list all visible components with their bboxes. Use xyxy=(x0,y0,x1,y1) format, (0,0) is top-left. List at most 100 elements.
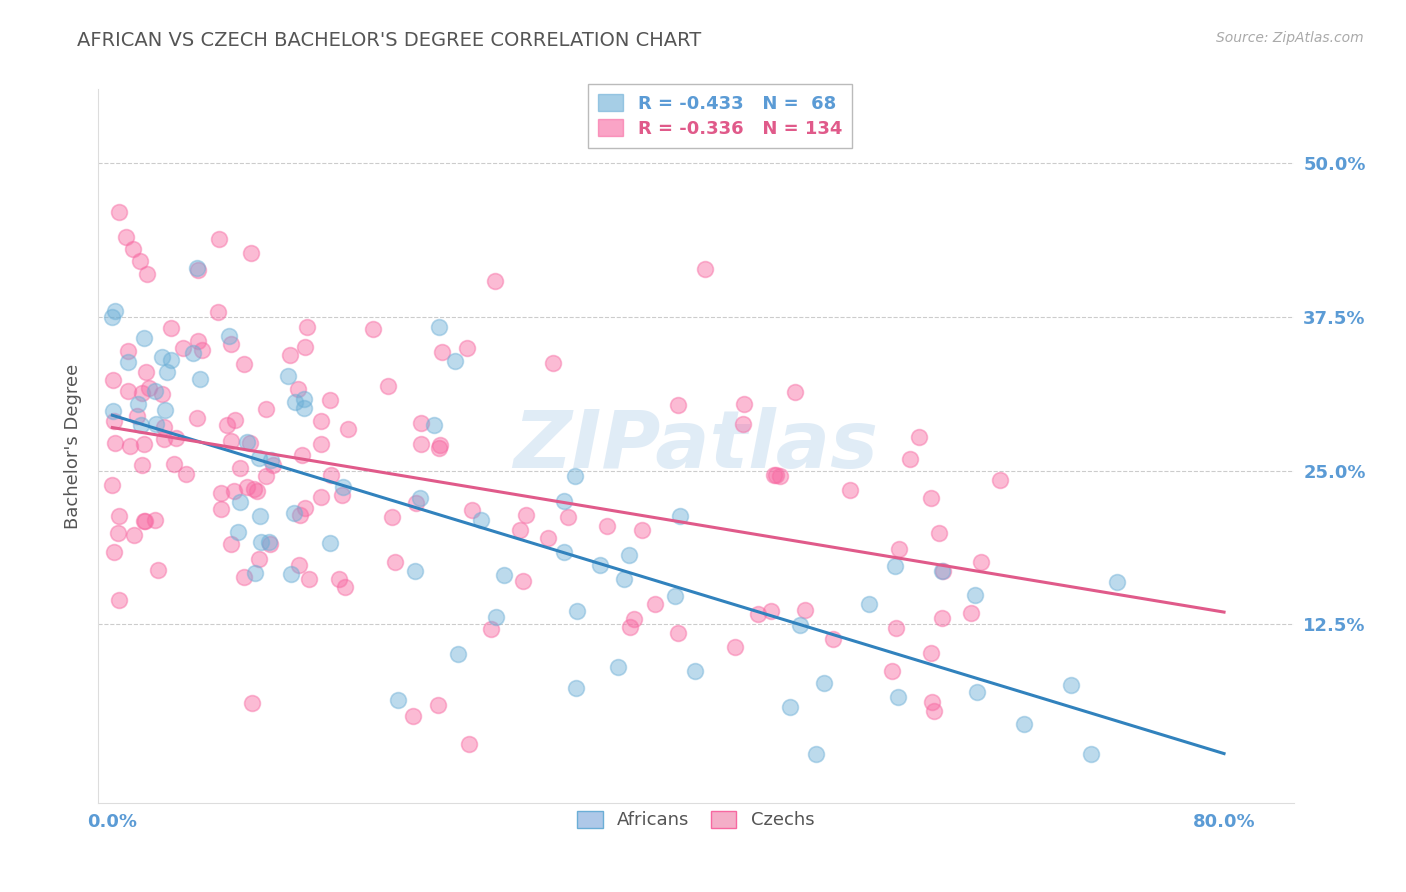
Point xyxy=(134,515,156,529)
Point xyxy=(143,513,166,527)
Point xyxy=(1080,747,1102,761)
Point xyxy=(644,597,666,611)
Point xyxy=(928,525,950,540)
Point xyxy=(484,275,506,289)
Point xyxy=(470,513,492,527)
Point xyxy=(186,261,208,276)
Point xyxy=(249,450,271,465)
Point xyxy=(191,343,214,357)
Point xyxy=(150,386,173,401)
Point xyxy=(1014,717,1036,731)
Point xyxy=(920,491,942,505)
Point xyxy=(381,510,404,524)
Point xyxy=(921,695,943,709)
Point xyxy=(129,417,152,432)
Point xyxy=(103,373,125,387)
Point xyxy=(233,357,256,371)
Point xyxy=(134,331,156,345)
Point xyxy=(165,431,187,445)
Point xyxy=(107,593,129,607)
Point xyxy=(988,473,1011,487)
Point xyxy=(1107,574,1129,589)
Point xyxy=(138,381,160,395)
Point xyxy=(332,480,354,494)
Point xyxy=(134,514,156,528)
Point xyxy=(884,559,907,574)
Point xyxy=(294,340,316,354)
Point xyxy=(236,480,259,494)
Point xyxy=(1060,678,1083,692)
Legend: Africans, Czechs: Africans, Czechs xyxy=(571,804,821,837)
Point xyxy=(769,468,792,483)
Point xyxy=(136,267,159,281)
Point xyxy=(405,496,427,510)
Point xyxy=(145,417,167,431)
Point xyxy=(596,519,619,533)
Point xyxy=(120,439,142,453)
Point xyxy=(328,572,350,586)
Point xyxy=(278,348,301,362)
Point xyxy=(461,502,484,516)
Point xyxy=(970,555,993,569)
Point xyxy=(932,564,955,578)
Point xyxy=(131,458,153,472)
Point xyxy=(146,563,169,577)
Point xyxy=(207,305,229,319)
Point xyxy=(163,457,186,471)
Point xyxy=(292,401,315,415)
Point xyxy=(443,354,465,368)
Point xyxy=(785,385,807,400)
Point xyxy=(839,483,862,497)
Point xyxy=(108,509,131,524)
Point xyxy=(122,527,145,541)
Point xyxy=(309,436,332,450)
Point xyxy=(813,676,835,690)
Point xyxy=(181,346,204,360)
Point xyxy=(249,509,271,524)
Point xyxy=(295,320,318,334)
Point xyxy=(759,604,782,618)
Point xyxy=(224,412,246,426)
Point xyxy=(557,509,579,524)
Point xyxy=(479,622,502,636)
Point xyxy=(117,343,139,358)
Point xyxy=(131,385,153,400)
Point xyxy=(176,467,198,481)
Point xyxy=(246,483,269,498)
Point xyxy=(117,384,139,398)
Point xyxy=(160,352,183,367)
Point xyxy=(537,531,560,545)
Point xyxy=(319,393,342,408)
Point xyxy=(188,372,211,386)
Point xyxy=(922,704,945,718)
Point xyxy=(240,696,263,710)
Point xyxy=(733,417,755,431)
Point xyxy=(259,534,281,549)
Point xyxy=(101,477,124,491)
Point xyxy=(963,588,986,602)
Point xyxy=(458,737,481,751)
Point xyxy=(384,555,406,569)
Point xyxy=(409,416,432,430)
Point xyxy=(959,606,981,620)
Point xyxy=(259,537,281,551)
Point xyxy=(411,436,433,450)
Point xyxy=(765,468,787,483)
Point xyxy=(631,523,654,537)
Point xyxy=(103,415,125,429)
Point xyxy=(880,664,903,678)
Point xyxy=(239,245,262,260)
Point xyxy=(423,417,446,432)
Point xyxy=(125,409,148,423)
Point xyxy=(107,526,129,541)
Point xyxy=(224,483,246,498)
Point xyxy=(898,452,921,467)
Point xyxy=(429,437,451,451)
Point xyxy=(219,434,242,449)
Point xyxy=(427,441,450,455)
Point xyxy=(319,468,342,483)
Point xyxy=(619,620,641,634)
Point xyxy=(135,365,157,379)
Point xyxy=(245,566,267,580)
Point xyxy=(217,418,239,433)
